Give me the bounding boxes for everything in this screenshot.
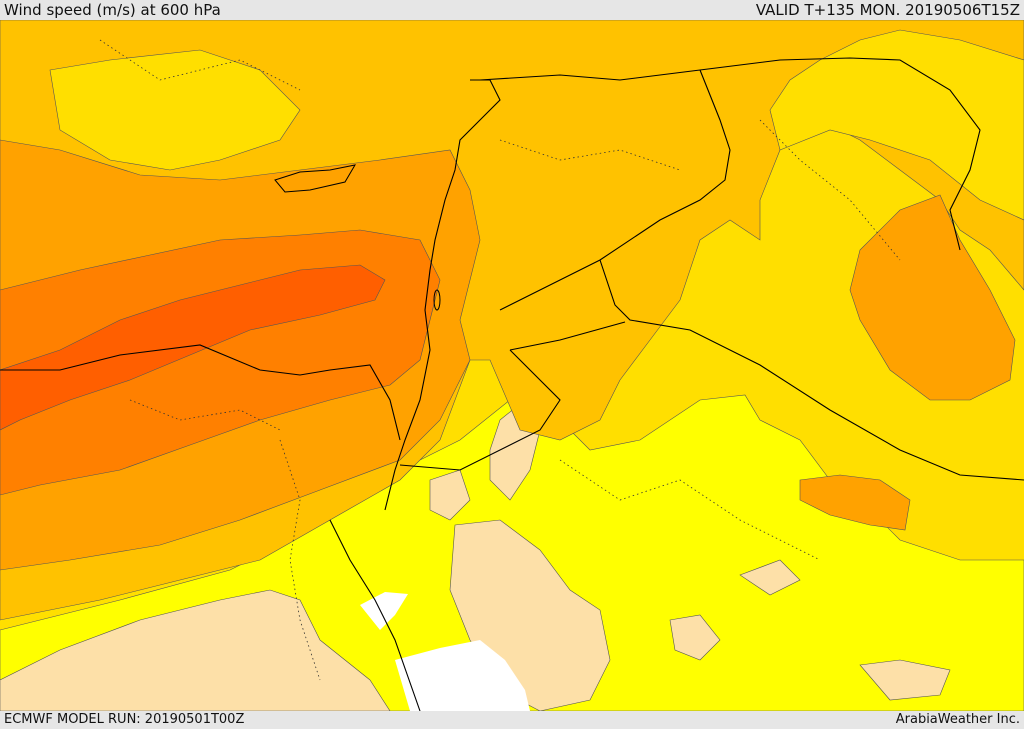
credit: ArabiaWeather Inc.: [895, 712, 1020, 727]
coastline-red-sea: [329, 519, 421, 711]
admin-line-2: [499, 139, 681, 171]
border-jordan-saudi: [399, 349, 561, 471]
zone-gold-north: [49, 49, 301, 171]
valid-time: VALID T+135 MON. 20190506T15Z: [755, 1, 1020, 19]
zone-calm-patch-2: [669, 614, 721, 661]
zone-jet-core: [0, 264, 386, 431]
wind-speed-map[interactable]: [0, 20, 1024, 711]
coastline-egypt: [0, 344, 401, 441]
zone-gold-ne: [769, 29, 1024, 221]
cyprus-island: [274, 164, 356, 193]
coastline-levant: [384, 79, 501, 511]
border-syria-iraq: [499, 69, 731, 311]
zone-calm-sw: [0, 589, 391, 711]
border-jordan: [509, 321, 626, 351]
map-title: Wind speed (m/s) at 600 hPa: [4, 1, 221, 19]
border-iraq-saudi: [599, 259, 1024, 481]
border-north: [479, 57, 981, 251]
model-run: ECMWF MODEL RUN: 20190501T00Z: [4, 712, 245, 727]
zone-calm-patch-4: [739, 559, 801, 596]
admin-boundaries: [99, 39, 901, 681]
zone-no-data-1: [360, 592, 408, 630]
map-canvas: [0, 20, 1024, 711]
zone-calm-patch-1: [429, 469, 471, 521]
admin-line-4: [559, 459, 821, 561]
zone-calm-patch-3: [859, 659, 951, 701]
admin-line-1: [99, 39, 301, 91]
map-footer: ECMWF MODEL RUN: 20190501T00Z ArabiaWeat…: [0, 711, 1024, 729]
map-header: Wind speed (m/s) at 600 hPa VALID T+135 …: [0, 0, 1024, 20]
admin-line-3: [759, 119, 901, 261]
dead-sea: [433, 289, 441, 311]
country-borders: [0, 57, 1024, 711]
zone-no-data-2: [395, 640, 530, 711]
zone-orange-east: [849, 194, 1016, 401]
zone-orange-east-small: [799, 474, 911, 531]
